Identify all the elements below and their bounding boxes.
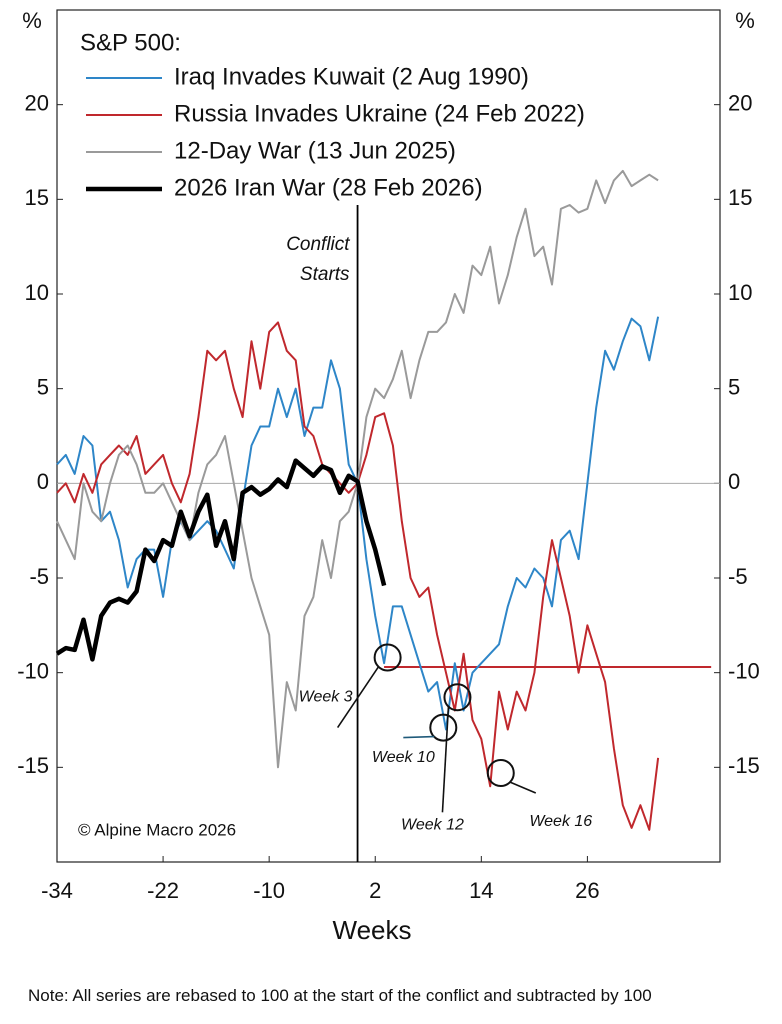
y-unit: % xyxy=(22,8,42,33)
note: Note: All series are rebased to 100 at t… xyxy=(28,986,652,1005)
annotation-circle xyxy=(373,643,402,672)
annotation-label: Week 12 xyxy=(401,816,464,833)
y-tick-label: 10 xyxy=(25,280,49,305)
event-label: Conflict xyxy=(286,234,350,255)
x-tick-label: -34 xyxy=(41,878,73,903)
y-tick-label-right: 20 xyxy=(728,90,752,115)
x-tick-label: -22 xyxy=(147,878,179,903)
legend-title: S&P 500: xyxy=(80,29,181,56)
y-tick-label-right: 15 xyxy=(728,185,752,210)
note-box: Note: All series are rebased to 100 at t… xyxy=(28,986,652,1005)
y-tick-label-right: 10 xyxy=(728,280,752,305)
annotation-label: Week 10 xyxy=(372,749,435,766)
y-tick-label-right: -5 xyxy=(728,564,748,589)
y-tick-label: 5 xyxy=(37,374,49,399)
annotation-label: Week 3 xyxy=(299,689,353,706)
x-axis-label: Weeks xyxy=(333,915,412,945)
y-tick-label: -5 xyxy=(29,564,49,589)
annotation-leader xyxy=(336,666,380,728)
y-tick-label: -15 xyxy=(17,753,49,778)
legend-label: Iraq Invades Kuwait (2 Aug 1990) xyxy=(174,63,529,90)
x-tick-label: -10 xyxy=(253,878,285,903)
annotation-leader xyxy=(441,706,450,813)
y-tick-label-right: 0 xyxy=(728,469,740,494)
annotation-leader xyxy=(403,735,435,739)
y-tick-label: -10 xyxy=(17,658,49,683)
x-tick-label: 14 xyxy=(469,878,493,903)
copyright: © Alpine Macro 2026 xyxy=(78,820,236,839)
annotation-leader xyxy=(509,781,537,794)
legend-label: 2026 Iran War (28 Feb 2026) xyxy=(174,174,483,201)
y-tick-label: 0 xyxy=(37,469,49,494)
event-label: Starts xyxy=(300,264,350,285)
annotation-circle xyxy=(429,713,458,742)
y-tick-label: 15 xyxy=(25,185,49,210)
plot-frame xyxy=(56,9,721,863)
legend-label: 12-Day War (13 Jun 2025) xyxy=(174,137,456,164)
annotation-label: Week 16 xyxy=(529,813,592,830)
y-tick-label-right: -10 xyxy=(728,658,760,683)
x-tick-label: 26 xyxy=(575,878,599,903)
x-tick-label: 2 xyxy=(369,878,381,903)
series-line xyxy=(55,458,387,662)
legend-label: Russia Invades Ukraine (24 Feb 2022) xyxy=(174,100,585,127)
y-tick-label-right: 5 xyxy=(728,374,740,399)
annotation-circle xyxy=(486,759,515,788)
y-tick-label-right: -15 xyxy=(728,753,760,778)
annotation-circle xyxy=(443,683,472,712)
y-tick-label: 20 xyxy=(25,90,49,115)
y-unit-right: % xyxy=(735,8,755,33)
